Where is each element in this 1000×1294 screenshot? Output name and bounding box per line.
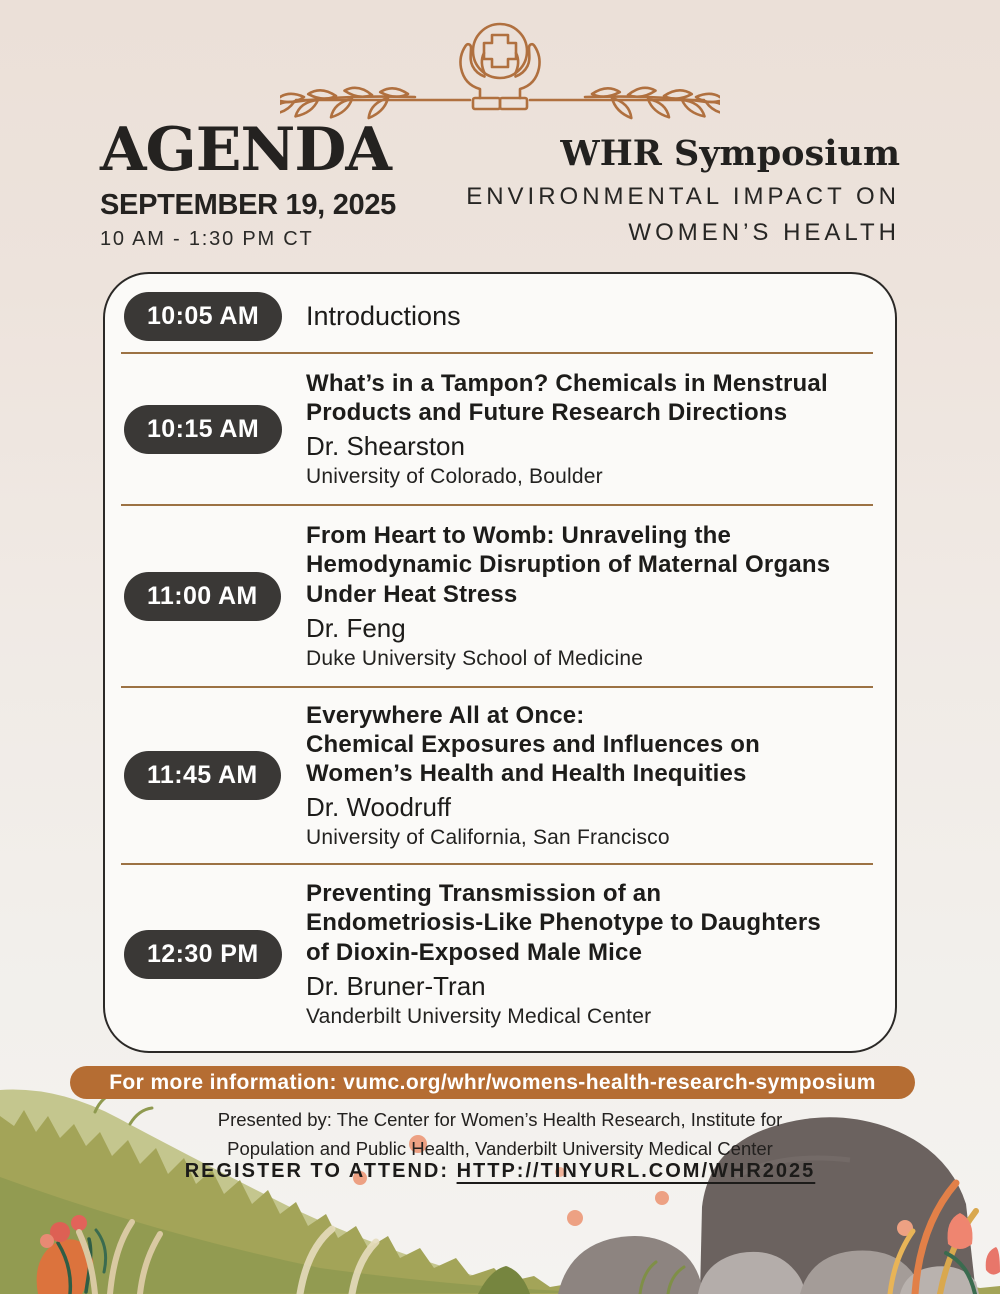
speaker-affiliation: Vanderbilt University Medical Center xyxy=(306,1004,652,1028)
event-date: SEPTEMBER 19, 2025 xyxy=(100,189,397,221)
talk-title: Preventing Transmission of an Endometrio… xyxy=(306,880,821,966)
speaker-name: Dr. Bruner-Tran xyxy=(306,970,486,1001)
time-column: 11:45 AM xyxy=(121,751,306,800)
agenda-row: 11:45 AM Everywhere All at Once: Chemica… xyxy=(121,688,877,863)
header-ornament xyxy=(280,22,720,120)
agenda-row-content: What’s in a Tampon? Chemicals in Menstru… xyxy=(306,369,877,490)
time-badge: 10:05 AM xyxy=(124,291,283,341)
time-column: 11:00 AM xyxy=(121,571,306,621)
speaker-name: Dr. Feng xyxy=(306,612,406,643)
talk-title: From Heart to Womb: Unraveling the Hemod… xyxy=(306,522,831,608)
talk-title: Everywhere All at Once: Chemical Exposur… xyxy=(306,701,760,788)
header-right: WHR Symposium ENVIRONMENTAL IMPACT ON WO… xyxy=(466,133,900,251)
agenda-row-content: Everywhere All at Once: Chemical Exposur… xyxy=(306,701,877,851)
agenda-row-content: Introductions xyxy=(306,301,877,332)
laurel-branch-right-icon xyxy=(583,80,720,120)
watercolor-landscape-illustration xyxy=(0,1089,1000,1294)
time-column: 10:15 AM xyxy=(121,404,306,454)
page-title: AGENDA xyxy=(100,115,392,185)
row-divider xyxy=(121,863,873,865)
agenda-row: 10:05 AM Introductions xyxy=(121,280,877,352)
agenda-card: 10:05 AM Introductions 10:15 AM What’s i… xyxy=(103,272,897,1053)
agenda-row-content: From Heart to Womb: Unraveling the Hemod… xyxy=(306,521,877,671)
agenda-row: 11:00 AM From Heart to Womb: Unraveling … xyxy=(121,506,877,686)
event-time-range: 10 AM - 1:30 PM CT xyxy=(100,228,314,250)
agenda-row: 10:15 AM What’s in a Tampon? Chemicals i… xyxy=(121,354,877,504)
speaker-affiliation: University of Colorado, Boulder xyxy=(306,465,603,489)
row-divider xyxy=(121,686,873,688)
petal-dots xyxy=(353,1135,913,1236)
speaker-affiliation: University of California, San Francisco xyxy=(306,826,670,850)
header-left: AGENDA SEPTEMBER 19, 2025 10 AM - 1:30 P… xyxy=(100,120,396,251)
info-banner-text: For more information: vumc.org/whr/women… xyxy=(109,1070,876,1094)
speaker-name: Dr. Shearston xyxy=(306,431,465,462)
register-url-link[interactable]: HTTP://TINYURL.COM/WHR2025 xyxy=(456,1160,816,1182)
speaker-affiliation: Duke University School of Medicine xyxy=(306,646,644,670)
speaker-name: Dr. Woodruff xyxy=(306,792,451,823)
agenda-row-content: Preventing Transmission of an Endometrio… xyxy=(306,879,877,1029)
talk-title: Introductions xyxy=(306,300,461,331)
time-badge: 10:15 AM xyxy=(124,404,283,454)
symposium-subtitle: ENVIRONMENTAL IMPACT ON WOMEN’S HEALTH xyxy=(466,182,900,246)
flower-cluster-right xyxy=(887,1179,1000,1294)
time-column: 12:30 PM xyxy=(121,929,306,979)
symposium-title: WHR Symposium xyxy=(560,133,900,174)
talk-title: What’s in a Tampon? Chemicals in Menstru… xyxy=(306,369,828,426)
register-line: REGISTER TO ATTEND: HTTP://TINYURL.COM/W… xyxy=(0,1160,1000,1183)
hands-icon xyxy=(459,42,541,111)
row-divider xyxy=(121,352,873,354)
presented-by-text: Presented by: The Center for Women’s Hea… xyxy=(217,1109,783,1159)
time-badge: 12:30 PM xyxy=(124,929,282,979)
agenda-row: 12:30 PM Preventing Transmission of an E… xyxy=(121,865,877,1043)
row-divider xyxy=(121,504,873,506)
register-label: REGISTER TO ATTEND: xyxy=(184,1160,457,1182)
laurel-branch-left-icon xyxy=(280,80,417,120)
medical-cross-icon xyxy=(471,22,529,80)
time-badge: 11:00 AM xyxy=(124,571,281,621)
time-column: 10:05 AM xyxy=(121,291,306,341)
info-banner-link[interactable]: For more information: vumc.org/whr/women… xyxy=(70,1066,915,1099)
flower-cluster-left xyxy=(36,1215,163,1294)
time-badge: 11:45 AM xyxy=(124,751,281,800)
